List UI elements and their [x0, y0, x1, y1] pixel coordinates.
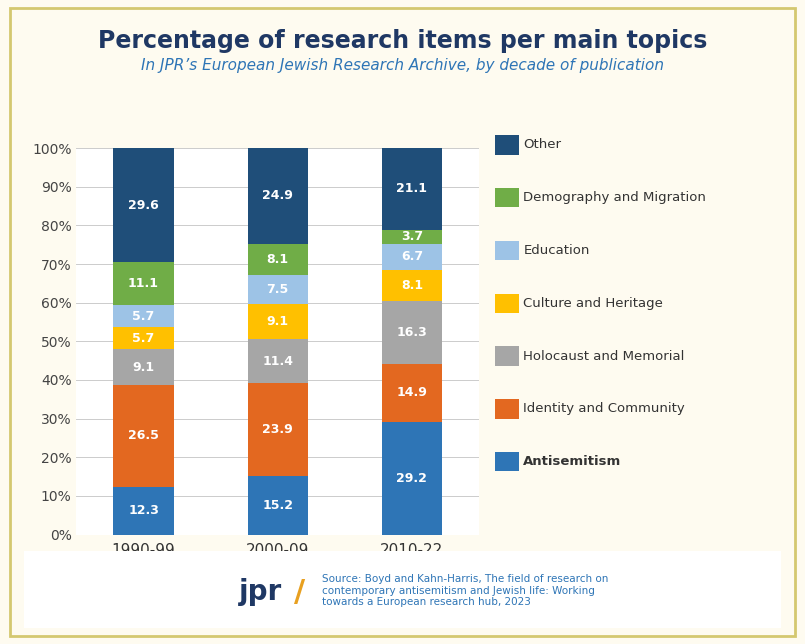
Bar [382, 244, 442, 270]
Text: 9.1: 9.1 [133, 361, 155, 374]
Bar [247, 244, 308, 275]
Text: 21.1: 21.1 [396, 182, 427, 195]
Bar [247, 275, 308, 304]
Text: 15.2: 15.2 [262, 498, 293, 511]
Text: 11.1: 11.1 [128, 278, 159, 290]
Text: Antisemitism: Antisemitism [523, 455, 621, 468]
Text: 9.1: 9.1 [266, 316, 289, 328]
Text: jpr: jpr [238, 578, 282, 607]
Bar [114, 327, 174, 350]
Text: 7.5: 7.5 [266, 283, 289, 296]
Text: Education: Education [523, 244, 589, 257]
Bar [382, 364, 442, 422]
Bar [114, 350, 174, 384]
Bar [114, 487, 174, 535]
Text: Identity and Community: Identity and Community [523, 402, 685, 415]
Text: 29.2: 29.2 [396, 471, 427, 484]
Text: 14.9: 14.9 [396, 386, 427, 399]
Text: 23.9: 23.9 [262, 423, 293, 436]
Bar [114, 384, 174, 487]
Text: Culture and Heritage: Culture and Heritage [523, 297, 663, 310]
Text: 26.5: 26.5 [128, 430, 159, 442]
Text: 6.7: 6.7 [401, 251, 423, 263]
Bar [382, 230, 442, 244]
Bar [247, 383, 308, 476]
Text: Source: Boyd and Kahn-Harris, The field of research on
contemporary antisemitism: Source: Boyd and Kahn-Harris, The field … [322, 574, 609, 607]
Text: Holocaust and Memorial: Holocaust and Memorial [523, 350, 684, 363]
Text: Percentage of research items per main topics: Percentage of research items per main to… [98, 29, 707, 53]
Text: /: / [294, 578, 305, 607]
Text: 3.7: 3.7 [401, 231, 423, 243]
Text: 5.7: 5.7 [133, 310, 155, 323]
Text: 12.3: 12.3 [128, 504, 159, 517]
Bar [382, 422, 442, 535]
Text: 8.1: 8.1 [266, 253, 289, 266]
Bar [247, 304, 308, 339]
Bar [382, 301, 442, 364]
Bar [247, 476, 308, 535]
Bar [247, 147, 308, 244]
Text: 5.7: 5.7 [133, 332, 155, 345]
Text: 16.3: 16.3 [397, 326, 427, 339]
Text: 11.4: 11.4 [262, 355, 293, 368]
Bar [114, 305, 174, 327]
Bar [382, 270, 442, 301]
Text: 29.6: 29.6 [128, 199, 159, 212]
Bar [114, 263, 174, 305]
Text: In JPR’s European Jewish Research Archive, by decade of publication: In JPR’s European Jewish Research Archiv… [141, 58, 664, 73]
Text: Other: Other [523, 138, 561, 151]
Text: Demography and Migration: Demography and Migration [523, 191, 706, 204]
Bar [114, 148, 174, 263]
Bar [382, 148, 442, 230]
Text: 8.1: 8.1 [401, 279, 423, 292]
Text: 24.9: 24.9 [262, 189, 293, 202]
Bar [247, 339, 308, 383]
